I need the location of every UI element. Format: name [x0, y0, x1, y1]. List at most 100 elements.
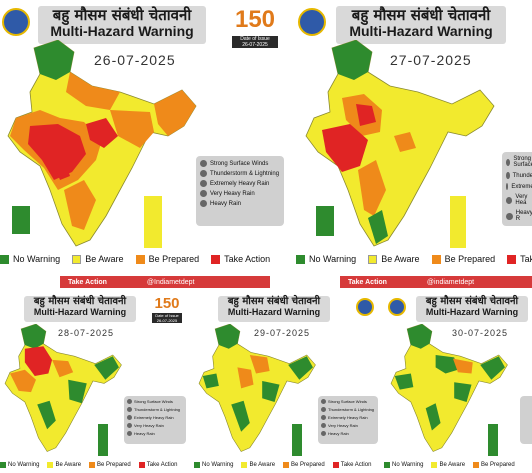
india-map [305, 40, 495, 247]
thunderstorm-icon [200, 170, 207, 177]
imd-150-logo: 150 Date of Issue 26-07-2025 [152, 296, 182, 323]
forecast-date: 30-07-2025 [452, 328, 509, 338]
imd-emblem-icon [298, 8, 326, 36]
take-action-bar: Take Action @Indiametdept [60, 276, 270, 288]
panel-title: बहु मौसम संबंधी चेतावनी Multi-Hazard War… [24, 296, 136, 322]
legend-no-warning: No Warning [296, 254, 356, 264]
title-english: Multi-Hazard Warning [227, 306, 321, 317]
title-hindi: बहु मौसम संबंधी चेतावनी [425, 296, 519, 307]
issue-label: Date of Issue [152, 313, 182, 318]
title-english: Multi-Hazard Warning [425, 306, 519, 317]
panel-title: बहु मौसम संबंधी चेतावनी Multi-Hazard War… [416, 296, 528, 322]
legend-be-prepared: Be Prepared [89, 462, 131, 468]
wind-icon [127, 399, 132, 404]
warning-legend: No Warning Be Aware Be Prepared Take Act… [0, 462, 177, 468]
legend-be-aware: Be Aware [431, 462, 465, 468]
key-row: Heavy Rain [200, 200, 280, 207]
warning-panel-26-07: बहु मौसम संबंधी चेतावनी Multi-Hazard War… [0, 0, 292, 292]
key-row: Very Heavy Rain [200, 190, 280, 197]
legend-be-prepared: Be Prepared [283, 462, 325, 468]
heavy-rain-icon [200, 200, 207, 207]
extremely-heavy-rain-icon [200, 180, 207, 187]
legend-be-prepared: Be Prepared [135, 254, 199, 264]
extremely-heavy-rain-icon [127, 415, 132, 420]
legend-no-warning: No Warning [384, 462, 423, 468]
wind-icon [321, 399, 326, 404]
imd-emblem-icon [388, 298, 406, 316]
forecast-date: 27-07-2025 [390, 52, 472, 68]
hazard-key: Strong Surface Winds Thunderstorm & Ligh… [318, 396, 378, 444]
warning-panel-29-07: बहु मौसम संबंधी चेतावनी Multi-Hazard War… [192, 292, 382, 473]
india-map [7, 40, 197, 247]
hazard-key: Strong Surface Winds Thunderstorm & Ligh… [124, 396, 186, 444]
issue-date: 26-07-2025 [232, 42, 278, 48]
hazard-key: Strong Surface Thunders Extremely Very H… [502, 152, 532, 226]
key-row: Thunders [506, 172, 532, 179]
issue-label: Date of Issue [232, 36, 278, 42]
key-row: Strong Surface [506, 156, 532, 168]
wind-icon [200, 160, 207, 167]
warning-panel-28-07: बहु मौसम संबंधी चेतावनी Multi-Hazard War… [0, 292, 192, 473]
warning-legend: No Warning Be Aware Be Prepared Take Act… [194, 462, 371, 468]
title-english: Multi-Hazard Warning [349, 22, 493, 39]
islands-box-east [450, 196, 466, 248]
key-row: Thunderstorm & Lightning [200, 170, 280, 177]
imd-emblem-icon [2, 8, 30, 36]
extremely-heavy-rain-icon [321, 415, 326, 420]
social-handle: @indiametdept [426, 278, 475, 286]
warning-legend: No Warning Be Aware Be Prepared Take Act… [296, 254, 532, 264]
islands-box-west [12, 206, 30, 234]
legend-take-action: Take Action [507, 254, 532, 264]
extremely-heavy-rain-icon [506, 183, 509, 190]
key-row: Strong Surface Winds [200, 160, 280, 167]
logo-150-text: 150 [234, 6, 276, 33]
islands-box-east [144, 196, 162, 248]
title-hindi: बहु मौसम संबंधी चेतावनी [33, 296, 127, 307]
warning-legend: No Warning Be Aware Be Prepared [384, 462, 515, 468]
take-action-bar: Take Action @indiametdept [340, 276, 532, 288]
very-heavy-rain-icon [127, 423, 132, 428]
very-heavy-rain-icon [200, 190, 207, 197]
warning-legend: No Warning Be Aware Be Prepared Take Act… [0, 254, 270, 264]
title-hindi: बहु मौसम संबंधी चेतावनी [351, 6, 491, 24]
thunderstorm-icon [506, 172, 510, 179]
legend-be-aware: Be Aware [368, 254, 420, 264]
key-row: Very Hea [506, 194, 532, 206]
panel-title: बहु मौसम संबंधी चेतावनी Multi-Hazard War… [38, 6, 206, 44]
islands-box-east [292, 424, 302, 456]
title-english: Multi-Hazard Warning [50, 22, 194, 39]
very-heavy-rain-icon [321, 423, 326, 428]
key-row: Heavy R [506, 210, 532, 222]
india-map [390, 324, 508, 452]
hazard-key [520, 396, 532, 444]
legend-be-prepared: Be Prepared [431, 254, 495, 264]
hazard-key: Strong Surface Winds Thunderstorm & Ligh… [196, 156, 284, 226]
title-hindi: बहु मौसम संबंधी चेतावनी [227, 296, 321, 307]
very-heavy-rain-icon [506, 196, 513, 204]
warning-panel-30-07: बहु मौसम संबंधी चेतावनी Multi-Hazard War… [382, 292, 532, 473]
warning-panel-27-07: बहु मौसम संबंधी चेतावनी Multi-Hazard War… [292, 0, 532, 292]
title-hindi: बहु मौसम संबंधी चेतावनी [52, 6, 192, 24]
key-row: Extremely [506, 183, 532, 190]
forecast-date: 29-07-2025 [254, 328, 311, 338]
heavy-rain-icon [321, 431, 326, 436]
legend-be-aware: Be Aware [47, 462, 81, 468]
panel-title: बहु मौसम संबंधी चेतावनी Multi-Hazard War… [336, 6, 506, 44]
issue-date: 26-07-2025 [152, 318, 182, 323]
heavy-rain-icon [127, 431, 132, 436]
panel-title: बहु मौसम संबंधी चेतावनी Multi-Hazard War… [218, 296, 330, 322]
forecast-date: 26-07-2025 [94, 52, 176, 68]
legend-take-action: Take Action [332, 462, 371, 468]
imd-150-logo: 150 Date of Issue 26-07-2025 [232, 8, 278, 48]
legend-take-action: Take Action [138, 462, 177, 468]
wind-icon [506, 158, 511, 166]
islands-box-west [316, 206, 334, 236]
legend-be-prepared: Be Prepared [473, 462, 515, 468]
legend-no-warning: No Warning [0, 462, 39, 468]
india-map [4, 324, 122, 452]
key-row: Extremely Heavy Rain [200, 180, 280, 187]
imd-emblem-icon [356, 298, 374, 316]
legend-be-aware: Be Aware [72, 254, 124, 264]
thunderstorm-icon [127, 407, 132, 412]
social-handle: @Indiametdept [146, 278, 195, 286]
